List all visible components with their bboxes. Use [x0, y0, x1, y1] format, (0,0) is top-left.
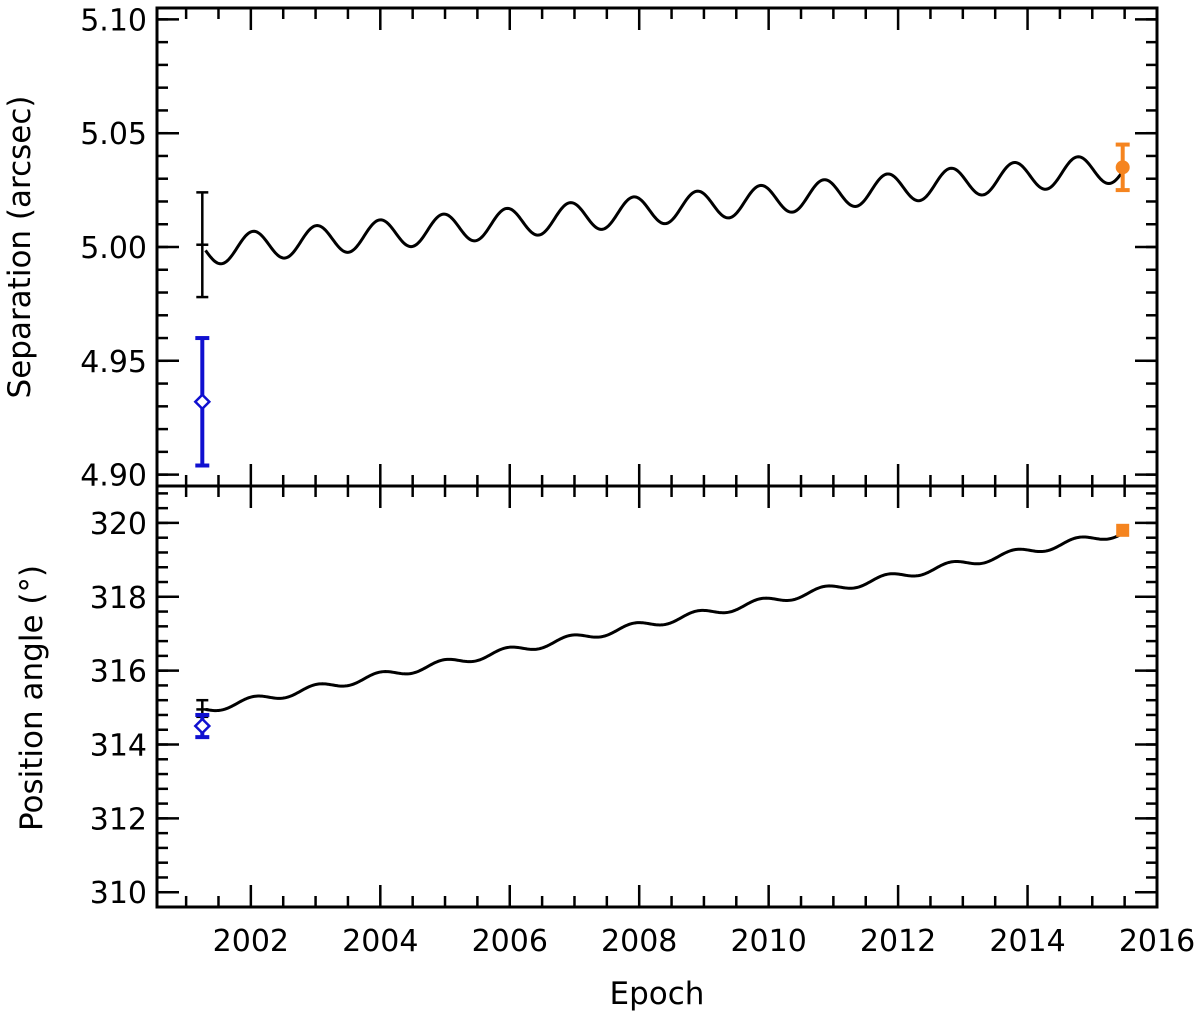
epoch-tick-label: 2002: [213, 924, 289, 959]
position-angle-axis-title: Position angle (°): [14, 565, 50, 831]
epoch-tick-label: 2014: [989, 924, 1065, 959]
separation-ytick-label: 5.05: [80, 117, 147, 152]
separation-ytick-label: 5.00: [80, 231, 147, 266]
position-angle-ytick-label: 316: [90, 655, 147, 690]
epoch-tick-label: 2004: [342, 924, 418, 959]
separation-point-marker: [193, 393, 212, 411]
position-angle-ytick-label: 312: [90, 802, 147, 837]
separation-ytick-label: 4.95: [80, 345, 147, 380]
separation-panel-frame: [155, 6, 1159, 488]
separation-panel: 4.90 4.95 5.00 5.05 5.10 Separation (arcsec): [2, 3, 1159, 494]
separation-point-marker: [1115, 160, 1130, 175]
separation-axis-title: Separation (arcsec): [2, 96, 38, 399]
position-angle-model-curve: [205, 531, 1126, 713]
position-angle-ytick-label: 314: [90, 729, 147, 764]
position-angle-ytick-label: 320: [90, 507, 147, 542]
separation-data-points: [193, 142, 1130, 468]
separation-axis-ticks: 4.90 4.95 5.00 5.05 5.10: [80, 3, 1159, 494]
epoch-tick-label: 2010: [730, 924, 806, 959]
position-angle-point-marker: [193, 717, 212, 735]
epoch-tick-label: 2008: [601, 924, 677, 959]
position-angle-panel-frame: [155, 484, 1159, 909]
position-angle-point-marker: [1116, 523, 1130, 537]
position-angle-panel: 310 312 314 316 318 320 2002 2004 2006 2008 2010 20…: [14, 484, 1195, 1012]
position-angle-data-points: [193, 523, 1130, 740]
epoch-axis-title: Epoch: [610, 976, 705, 1012]
position-angle-ytick-label: 318: [90, 581, 147, 616]
position-angle-axis-ticks: 310 312 314 316 318 320 2002 2004 2006 2008 2010 20…: [90, 486, 1195, 959]
epoch-tick-label: 2006: [472, 924, 548, 959]
epoch-tick-label: 2016: [1119, 924, 1195, 959]
position-angle-ytick-label: 310: [90, 876, 147, 911]
separation-ytick-label: 4.90: [80, 459, 147, 494]
separation-ytick-label: 5.10: [80, 3, 147, 38]
separation-model-curve: [204, 155, 1126, 266]
epoch-tick-label: 2012: [860, 924, 936, 959]
